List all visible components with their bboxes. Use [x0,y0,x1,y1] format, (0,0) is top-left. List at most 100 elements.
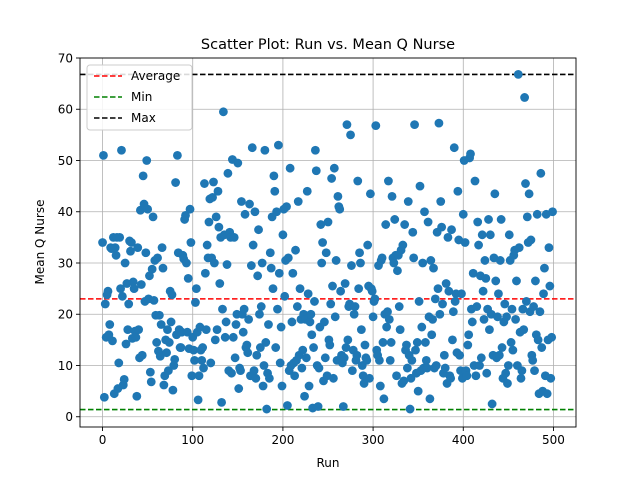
scatter-point [277,381,287,391]
scatter-point [200,268,210,278]
scatter-point [197,355,207,365]
scatter-point [418,258,428,268]
scatter-point [490,189,500,199]
scatter-point [365,189,375,199]
scatter-point [402,340,411,350]
scatter-point [273,304,282,314]
axis-ticks: 0 100 200 300 400 500 0 10 20 30 40 50 60 70 [58,51,565,447]
scatter-point [189,345,199,355]
scatter-point [250,207,260,217]
scatter-point [256,302,266,311]
scatter-point [439,350,449,360]
scatter-point [283,253,293,263]
scatter-point [257,258,267,268]
scatter-point [522,212,532,222]
scatter-point [187,371,197,381]
scatter-point [249,366,259,376]
scatter-point [468,268,478,278]
scatter-point [253,271,263,281]
scatter-point [448,335,457,345]
x-tick-label: 0 [99,433,107,447]
scatter-point [423,217,433,227]
scatter-point [103,286,113,296]
scatter-point [237,197,246,206]
scatter-point [121,339,131,349]
scatter-point [395,325,405,335]
scatter-point [347,366,357,376]
scatter-point [136,280,146,289]
scatter-point [143,204,153,214]
scatter-point [400,220,410,229]
scatter-point [503,379,512,388]
legend-frame [86,64,193,131]
scatter-point [209,258,219,268]
scatter-point [354,284,364,294]
scatter-point [201,325,211,335]
scatter-point [331,256,341,265]
scatter-point [434,118,444,128]
scatter-point [228,332,238,342]
legend: Average Min Max [86,64,193,131]
scatter-point [314,363,324,373]
scatter-point [484,215,493,224]
scatter-point [402,363,412,373]
scatter-point [383,307,392,317]
scatter-point [262,404,272,414]
scatter-point [278,230,288,240]
scatter-point [186,238,196,247]
scatter-point [159,380,169,390]
scatter-point [132,391,142,401]
scatter-point [466,149,475,159]
scatter-point [544,243,554,253]
scatter-point [526,235,536,245]
scatter-point [146,377,156,387]
scatter-point [166,317,176,327]
x-tick-label: 400 [452,433,475,447]
scatter-point [231,320,241,329]
legend-label-min: Min [131,90,152,104]
scatter-point [117,145,126,155]
scatter-point [530,366,539,376]
scatter-point [326,299,336,309]
scatter-point [521,179,530,188]
scatter-point [394,302,404,311]
scatter-point [153,253,162,263]
scatter-point [119,374,129,384]
scatter-point [338,402,348,411]
scatter-point [208,193,217,202]
scatter-point [387,191,397,201]
scatter-point [481,273,491,283]
scatter-point [412,338,422,347]
scatter-point [133,243,143,253]
scatter-point [227,368,236,378]
scatter-point [126,238,136,247]
scatter-point [425,394,435,404]
scatter-point [313,402,323,411]
scatter-point [199,363,208,373]
y-tick-label: 50 [58,154,73,168]
scatter-point [472,302,482,311]
scatter-point [252,350,262,360]
scatter-point [414,297,424,306]
scatter-point [427,330,437,340]
scatter-point [506,338,516,347]
scatter-point [441,279,451,288]
scatter-point [464,330,474,340]
scatter-point [382,322,392,332]
scatter-point [491,276,501,286]
scatter-point [474,240,483,250]
scatter-point [536,168,546,178]
scatter-point [409,253,419,263]
scatter-point [215,279,225,288]
scatter-point [236,366,245,376]
scatter-point [167,290,177,300]
scatter-point [360,340,370,350]
scatter-point [433,284,443,294]
scatter-point [110,243,120,253]
scatter-point [210,335,220,345]
scatter-point [290,371,300,381]
scatter-point [411,345,420,355]
scatter-point [367,286,377,296]
scatter-point [339,353,349,363]
scatter-point [453,186,463,196]
